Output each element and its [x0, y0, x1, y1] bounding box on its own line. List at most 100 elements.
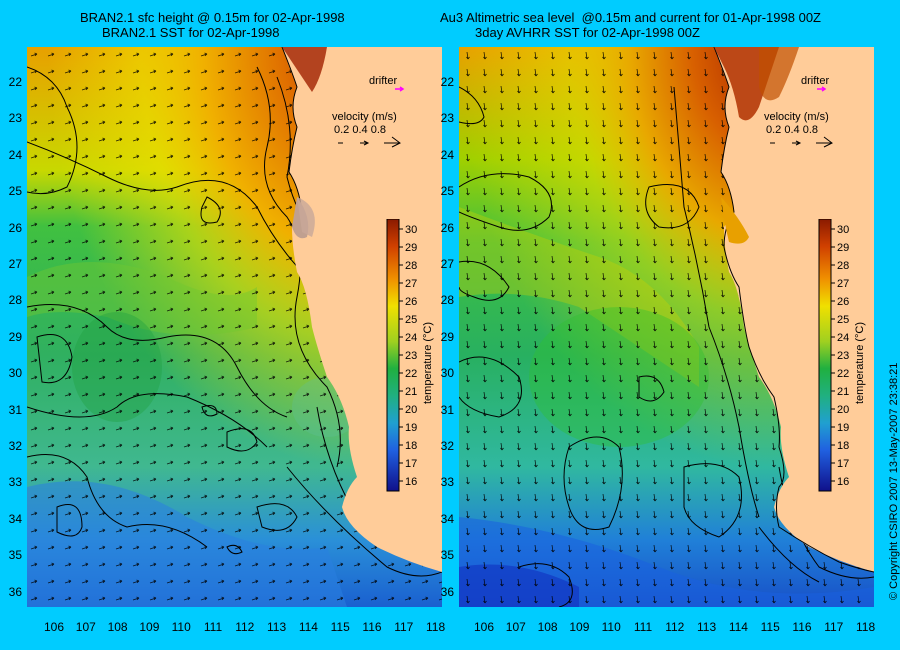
x-axis-label: 115	[330, 620, 350, 634]
left-title-line2: BRAN2.1 SST for 02-Apr-1998	[102, 25, 280, 40]
x-axis-label: 114	[298, 620, 318, 634]
right-velocity-label: velocity (m/s)	[764, 111, 829, 123]
colorbar-tick-label: 27	[405, 278, 417, 290]
colorbar-tick-label: 29	[837, 242, 849, 254]
right-title-line1: Au3 Altimetric sea level @0.15m and curr…	[440, 10, 821, 25]
y-axis-label: 24	[440, 147, 454, 162]
x-axis-label: 108	[537, 620, 558, 634]
x-axis-label: 117	[394, 620, 414, 634]
x-axis-label: 108	[107, 620, 128, 634]
y-axis-label: 28	[440, 293, 454, 308]
left-colorbar-label: temperature (°C)	[422, 322, 434, 404]
x-axis-label: 117	[824, 620, 844, 634]
x-axis-label: 107	[75, 620, 96, 634]
left-velocity-arrows-icon	[338, 136, 401, 148]
left-drifter-label: drifter	[369, 75, 397, 87]
left-colorbar: 30 29 28 27 26 25 24 23 22 21 20 19 18 17 16 temperatu…	[386, 219, 434, 492]
y-axis-label: 30	[8, 366, 22, 381]
colorbar-tick-label: 25	[837, 314, 849, 326]
y-axis-label: 35	[8, 548, 22, 563]
colorbar-tick-label: 19	[837, 422, 849, 434]
x-axis-label: 112	[235, 620, 255, 634]
y-axis-label: 36	[8, 584, 22, 599]
y-axis-label: 33	[8, 475, 22, 490]
x-axis-label: 115	[760, 620, 780, 634]
y-axis-label: 34	[8, 511, 22, 526]
right-title-line2: 3day AVHRR SST for 02-Apr-1998 00Z	[475, 25, 700, 40]
right-map: drifter velocity (m/s) 0.2 0.4 0.8	[459, 47, 874, 607]
left-title-line1: BRAN2.1 sfc height @ 0.15m for 02-Apr-19…	[80, 10, 345, 25]
x-axis-label: 109	[569, 620, 590, 634]
right-drifter-label: drifter	[801, 75, 829, 87]
colorbar-tick-label: 17	[405, 458, 417, 470]
colorbar-tick-label: 27	[837, 278, 849, 290]
left-land-mass	[282, 47, 442, 572]
colorbar-tick-label: 26	[837, 296, 849, 308]
colorbar-tick-label: 21	[837, 386, 849, 398]
colorbar-tick-label: 16	[405, 476, 417, 488]
y-axis-label: 29	[8, 329, 22, 344]
y-axis-label: 25	[8, 184, 22, 199]
x-axis-label: 116	[362, 620, 382, 634]
y-axis-label: 36	[440, 584, 454, 599]
x-axis-label: 111	[633, 620, 653, 634]
left-velocity-scale: 0.2 0.4 0.8	[334, 124, 386, 136]
x-axis-label: 116	[792, 620, 812, 634]
colorbar-tick-label: 22	[405, 368, 417, 380]
colorbar-tick-label: 28	[405, 260, 417, 272]
x-axis-label: 107	[505, 620, 526, 634]
y-axis-label: 24	[8, 147, 22, 162]
colorbar-tick-label: 18	[837, 440, 849, 452]
colorbar-tick-label: 29	[405, 242, 417, 254]
colorbar-tick-label: 30	[405, 224, 417, 236]
colorbar-tick-label: 16	[837, 476, 849, 488]
right-map-panel: drifter velocity (m/s) 0.2 0.4 0.8	[459, 47, 874, 607]
x-axis-label: 118	[856, 620, 876, 634]
left-map: drifter velocity (m/s) 0.2 0.4 0.8	[27, 47, 442, 607]
x-axis-label: 112	[665, 620, 685, 634]
left-map-panel: drifter velocity (m/s) 0.2 0.4 0.8	[27, 47, 442, 607]
colorbar-tick-label: 24	[837, 332, 849, 344]
right-land-mass	[714, 47, 874, 572]
x-axis-label: 110	[601, 620, 621, 634]
colorbar-tick-label: 19	[405, 422, 417, 434]
copyright-text: © Copyright CSIRO 2007 13-May-2007 23:38…	[888, 362, 900, 600]
y-axis-label: 33	[440, 475, 454, 490]
right-colorbar: 30 29 28 27 26 25 24 23 22 21 20 19 18 17 16 temperatu…	[818, 219, 866, 492]
y-axis-label: 32	[8, 439, 22, 453]
y-axis-label: 22	[8, 75, 22, 89]
y-axis-label: 25	[440, 184, 454, 199]
right-velocity-arrows-icon	[770, 136, 833, 148]
y-axis-label: 26	[440, 220, 454, 235]
y-axis-label: 22	[440, 75, 454, 89]
y-axis-label: 23	[440, 111, 454, 126]
x-axis-label: 113	[267, 620, 287, 634]
y-axis-label: 23	[8, 111, 22, 126]
colorbar-tick-label: 23	[405, 350, 417, 362]
x-axis-label: 118	[426, 620, 446, 634]
y-axis-label: 26	[8, 220, 22, 235]
y-axis-label: 31	[8, 402, 22, 417]
y-axis-label: 27	[8, 257, 22, 271]
y-axis-label: 31	[440, 402, 454, 417]
y-axis-label: 27	[440, 257, 454, 271]
right-drifter-marker-icon	[817, 86, 827, 92]
right-velocity-scale: 0.2 0.4 0.8	[766, 124, 818, 136]
x-axis-label: 109	[139, 620, 160, 634]
colorbar-tick-label: 20	[837, 404, 849, 416]
y-axis-label: 29	[440, 329, 454, 344]
left-drifter-marker-icon	[395, 86, 405, 92]
x-axis-label: 106	[473, 620, 495, 634]
colorbar-tick-label: 25	[405, 314, 417, 326]
y-axis-label: 35	[440, 548, 454, 563]
colorbar-tick-label: 22	[837, 368, 849, 380]
colorbar-tick-label: 20	[405, 404, 417, 416]
colorbar-tick-label: 18	[405, 440, 417, 452]
x-axis-label: 113	[697, 620, 717, 634]
left-velocity-label: velocity (m/s)	[332, 111, 397, 123]
colorbar-tick-label: 30	[837, 224, 849, 236]
x-axis-label: 110	[171, 620, 191, 634]
y-axis-label: 28	[8, 293, 22, 308]
right-colorbar-label: temperature (°C)	[854, 322, 866, 404]
x-axis-label: 106	[43, 620, 65, 634]
